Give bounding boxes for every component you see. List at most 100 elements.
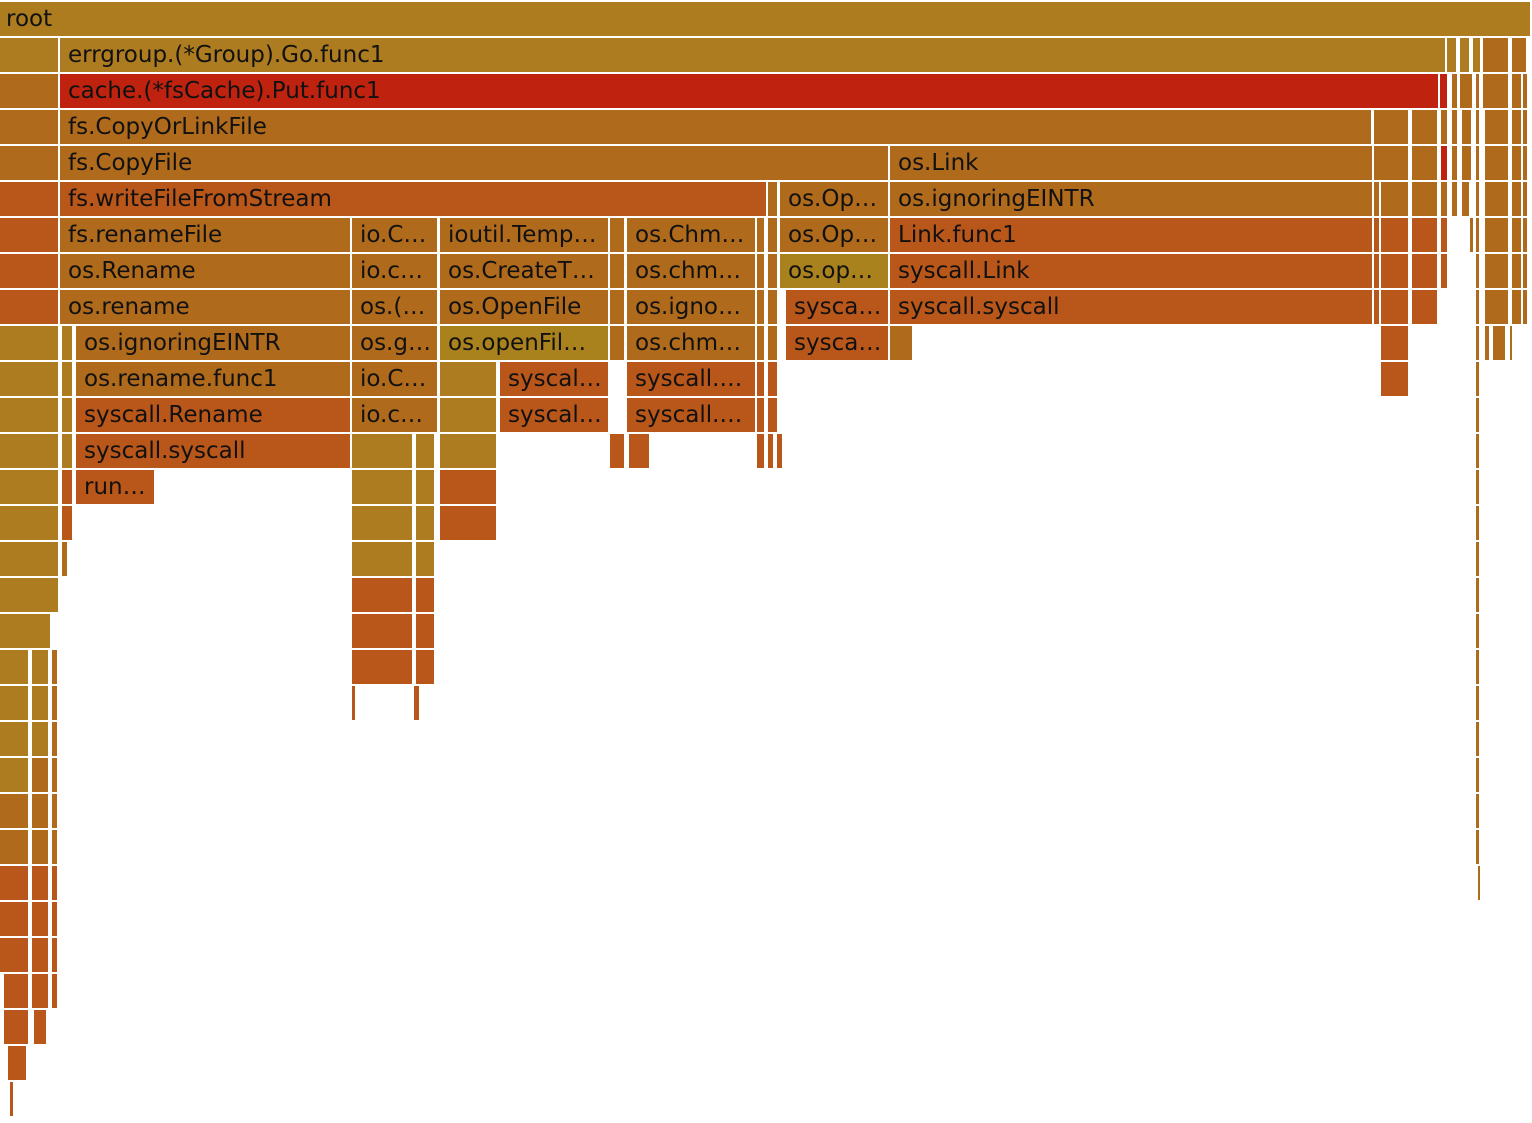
stack-frame[interactable] [32, 794, 50, 830]
stack-frame[interactable] [52, 794, 58, 830]
stack-frame[interactable]: os.ignoringEINTR [890, 182, 1374, 218]
stack-frame[interactable] [352, 578, 414, 614]
stack-frame[interactable] [52, 938, 58, 974]
stack-frame[interactable] [32, 830, 50, 866]
stack-frame[interactable] [32, 722, 50, 758]
stack-frame[interactable]: os.CreateT… [440, 254, 610, 290]
stack-frame[interactable] [1512, 74, 1522, 110]
stack-frame[interactable] [768, 398, 778, 434]
stack-frame[interactable] [1476, 182, 1480, 218]
stack-frame[interactable] [0, 470, 60, 506]
stack-frame[interactable] [1476, 362, 1480, 398]
stack-frame[interactable] [1476, 830, 1480, 866]
stack-frame[interactable] [610, 218, 626, 254]
stack-frame[interactable] [352, 434, 414, 470]
stack-frame[interactable] [62, 434, 74, 470]
stack-frame[interactable] [1460, 38, 1470, 74]
stack-frame[interactable] [1441, 254, 1448, 290]
stack-frame[interactable]: os.chm… [627, 254, 757, 290]
stack-frame[interactable] [52, 758, 58, 794]
stack-frame[interactable] [1512, 290, 1522, 326]
stack-frame[interactable] [1476, 614, 1480, 650]
stack-frame[interactable] [62, 326, 74, 362]
stack-frame[interactable] [768, 254, 778, 290]
stack-frame[interactable] [768, 182, 778, 218]
stack-frame[interactable] [1476, 722, 1480, 758]
stack-frame[interactable] [0, 74, 60, 110]
stack-frame[interactable] [1441, 146, 1448, 182]
stack-frame[interactable] [1483, 74, 1510, 110]
stack-frame[interactable] [1381, 182, 1410, 218]
stack-frame[interactable]: syscall.syscall [76, 434, 352, 470]
stack-frame[interactable] [1374, 110, 1410, 146]
stack-frame[interactable] [757, 290, 765, 326]
stack-frame[interactable] [1512, 38, 1528, 74]
stack-frame[interactable]: os.chm… [627, 326, 757, 362]
stack-frame[interactable] [440, 434, 498, 470]
stack-frame[interactable] [0, 506, 60, 542]
stack-frame[interactable] [1441, 218, 1448, 254]
stack-frame[interactable] [416, 434, 436, 470]
stack-frame[interactable] [1523, 146, 1528, 182]
stack-frame[interactable] [1476, 434, 1480, 470]
stack-frame[interactable] [0, 218, 60, 254]
stack-frame[interactable] [629, 434, 651, 470]
stack-frame[interactable] [1374, 290, 1380, 326]
stack-frame[interactable] [1476, 650, 1480, 686]
stack-frame[interactable] [1510, 326, 1513, 362]
stack-frame[interactable] [32, 650, 50, 686]
stack-frame[interactable] [62, 506, 74, 542]
stack-frame[interactable] [1476, 470, 1480, 506]
stack-frame[interactable] [4, 1010, 30, 1046]
stack-frame[interactable] [352, 614, 414, 650]
stack-frame[interactable] [757, 326, 765, 362]
stack-frame[interactable] [440, 398, 498, 434]
stack-frame[interactable] [1452, 146, 1458, 182]
stack-frame[interactable] [1493, 326, 1507, 362]
stack-frame[interactable]: fs.renameFile [60, 218, 352, 254]
stack-frame[interactable] [1476, 218, 1480, 254]
stack-frame[interactable] [1485, 218, 1510, 254]
stack-frame[interactable] [1512, 110, 1522, 146]
stack-frame[interactable] [52, 722, 58, 758]
stack-frame[interactable] [1476, 578, 1480, 614]
stack-frame[interactable] [1460, 74, 1474, 110]
stack-frame[interactable] [0, 830, 30, 866]
stack-frame[interactable] [1476, 290, 1480, 326]
stack-frame[interactable]: run… [76, 470, 156, 506]
stack-frame[interactable] [414, 686, 420, 722]
stack-frame[interactable] [0, 254, 60, 290]
stack-frame[interactable]: Link.func1 [890, 218, 1374, 254]
stack-frame[interactable]: os.Link [890, 146, 1374, 182]
stack-frame[interactable] [1374, 254, 1380, 290]
stack-frame[interactable] [352, 470, 414, 506]
stack-frame[interactable]: ioutil.Temp… [440, 218, 610, 254]
stack-frame[interactable] [416, 578, 436, 614]
stack-frame[interactable] [440, 506, 498, 542]
stack-frame[interactable]: fs.writeFileFromStream [60, 182, 768, 218]
stack-frame[interactable] [352, 686, 356, 722]
stack-frame[interactable]: fs.CopyFile [60, 146, 890, 182]
stack-frame[interactable] [1412, 290, 1439, 326]
stack-frame[interactable] [768, 218, 778, 254]
stack-frame[interactable] [1485, 326, 1490, 362]
stack-frame[interactable]: sysca… [786, 326, 890, 362]
stack-frame[interactable]: os.(… [352, 290, 439, 326]
stack-frame[interactable] [32, 902, 50, 938]
stack-frame[interactable]: sysca… [786, 290, 890, 326]
stack-frame[interactable] [610, 326, 626, 362]
stack-frame[interactable]: os.ignoringEINTR [76, 326, 352, 362]
stack-frame[interactable] [352, 650, 414, 686]
stack-frame[interactable]: io.c… [352, 398, 439, 434]
stack-frame[interactable] [768, 290, 778, 326]
stack-frame[interactable]: os.igno… [627, 290, 757, 326]
stack-frame[interactable] [32, 974, 50, 1010]
stack-frame[interactable] [610, 434, 626, 470]
stack-frame[interactable] [0, 578, 60, 614]
stack-frame[interactable] [1374, 146, 1410, 182]
stack-frame[interactable] [1412, 182, 1439, 218]
stack-frame[interactable] [8, 1046, 28, 1082]
stack-frame[interactable] [1381, 218, 1410, 254]
stack-frame[interactable] [1523, 182, 1528, 218]
stack-frame[interactable] [1523, 74, 1528, 110]
